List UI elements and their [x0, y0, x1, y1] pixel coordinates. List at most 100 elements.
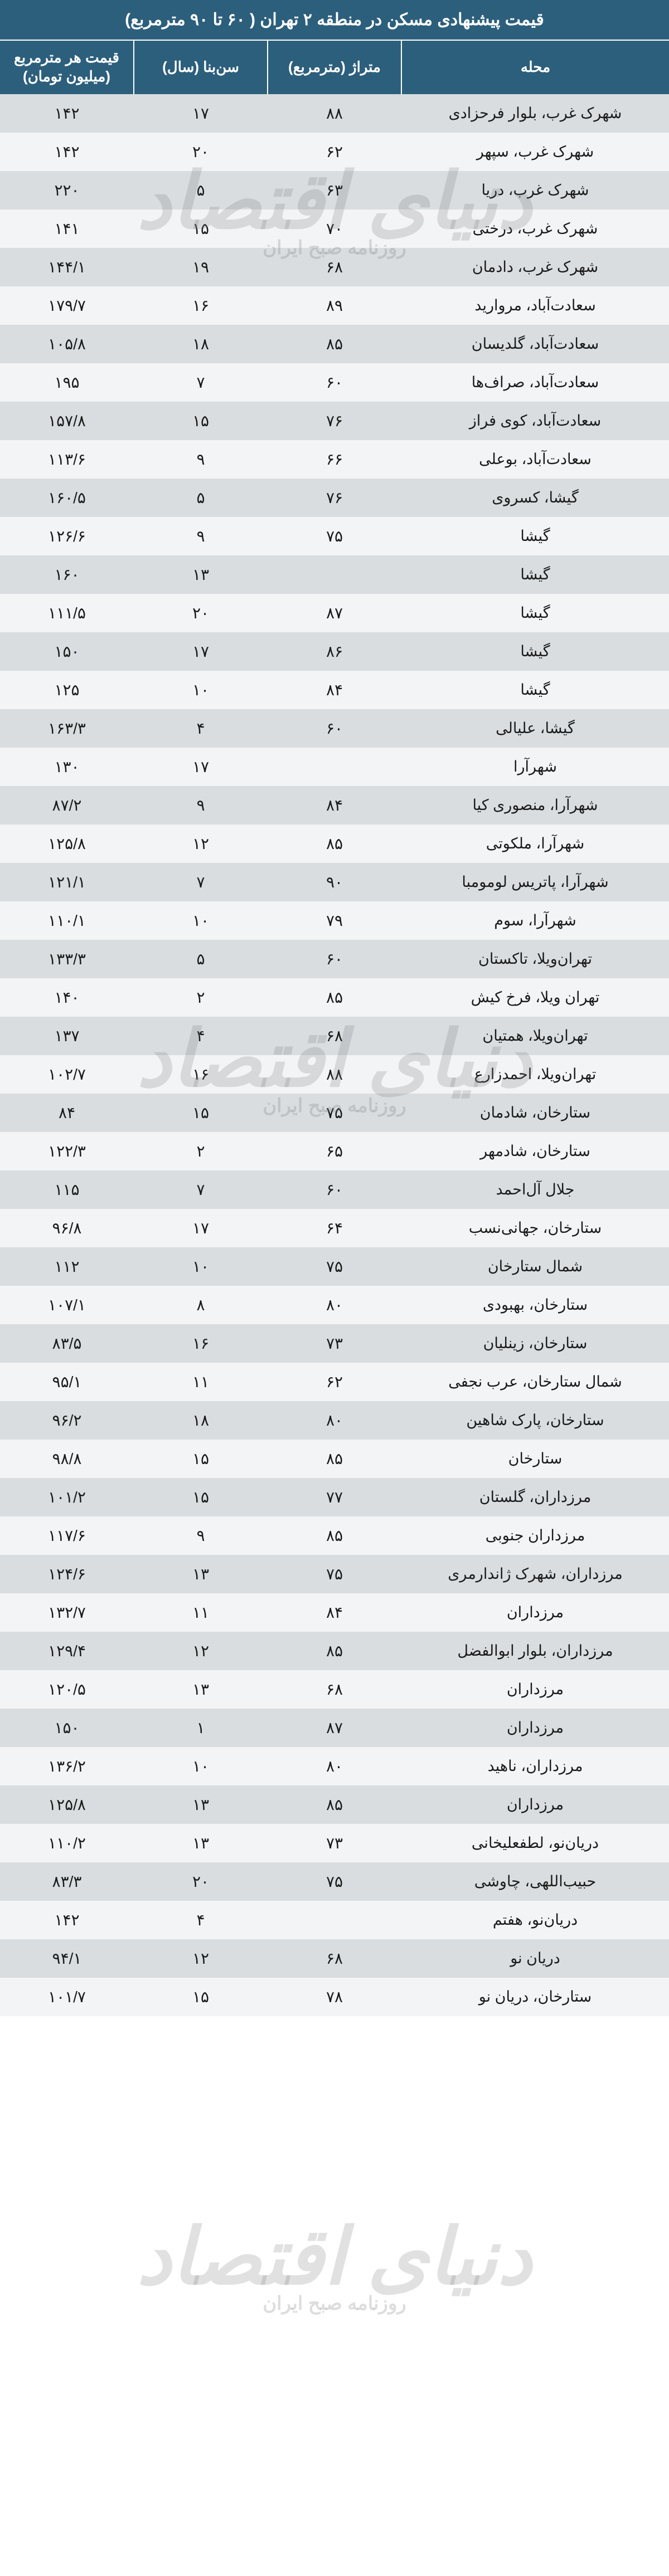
- cell-age: ۴: [134, 1017, 268, 1055]
- cell-neighborhood: مرزداران: [401, 1785, 669, 1824]
- cell-neighborhood: شهرک غرب، درختی: [401, 209, 669, 248]
- cell-price: ۱۲۰/۵: [0, 1670, 134, 1709]
- cell-area: ۹۰: [268, 863, 401, 901]
- cell-age: ۷: [134, 863, 268, 901]
- table-row: مرزداران۸۵۱۳۱۲۵/۸: [0, 1785, 669, 1824]
- table-header: محله متراژ (مترمربع) سن‌بنا (سال) قیمت ه…: [0, 40, 669, 94]
- cell-age: ۱۱: [134, 1593, 268, 1632]
- table-row: ستارخان، دریان نو۷۸۱۵۱۰۱/۷: [0, 1978, 669, 2016]
- cell-age: ۱۳: [134, 1670, 268, 1709]
- cell-area: [268, 1901, 401, 1939]
- table-row: شهرآرا، سوم۷۹۱۰۱۱۰/۱: [0, 901, 669, 940]
- cell-neighborhood: ستارخان، پارک شاهین: [401, 1401, 669, 1440]
- table-row: ستارخان۸۵۱۵۹۸/۸: [0, 1440, 669, 1478]
- cell-age: ۱۲: [134, 824, 268, 863]
- cell-price: ۱۴۲: [0, 133, 134, 171]
- cell-price: ۱۳۷: [0, 1017, 134, 1055]
- cell-area: [268, 555, 401, 594]
- cell-area: ۷۹: [268, 901, 401, 940]
- table-row: گیشا، علیالی۶۰۴۱۶۳/۳: [0, 709, 669, 748]
- table-row: سعادت‌آباد، صراف‌ها۶۰۷۱۹۵: [0, 363, 669, 402]
- price-table: محله متراژ (مترمربع) سن‌بنا (سال) قیمت ه…: [0, 40, 669, 2016]
- cell-price: ۱۶۰/۵: [0, 479, 134, 517]
- table-row: مرزداران، شهرک ژاندارمری۷۵۱۳۱۲۴/۶: [0, 1555, 669, 1593]
- cell-neighborhood: ستارخان، دریان نو: [401, 1978, 669, 2016]
- table-row: ستارخان، شادمان۷۵۱۵۸۴: [0, 1094, 669, 1132]
- table-row: شهرک غرب، دادمان۶۸۱۹۱۴۴/۱: [0, 248, 669, 286]
- cell-price: ۱۳۰: [0, 748, 134, 786]
- cell-price: ۱۱۰/۱: [0, 901, 134, 940]
- table-row: گیشا۸۴۱۰۱۲۵: [0, 671, 669, 709]
- cell-neighborhood: حبیب‌اللهی، چاوشی: [401, 1862, 669, 1901]
- cell-area: ۷۸: [268, 1978, 401, 2016]
- cell-neighborhood: شهرک غرب، سپهر: [401, 133, 669, 171]
- cell-age: ۱۶: [134, 1324, 268, 1363]
- cell-neighborhood: مرزداران جنوبی: [401, 1516, 669, 1555]
- table-row: دریان نو۶۸۱۲۹۴/۱: [0, 1939, 669, 1978]
- cell-neighborhood: گیشا: [401, 594, 669, 632]
- table-row: شهرک غرب، بلوار فرحزادی۸۸۱۷۱۴۲: [0, 94, 669, 133]
- cell-price: ۱۲۹/۴: [0, 1632, 134, 1670]
- cell-neighborhood: تهران‌ویلا، احمدزارع: [401, 1055, 669, 1094]
- cell-age: ۹: [134, 440, 268, 479]
- cell-neighborhood: مرزداران: [401, 1593, 669, 1632]
- cell-price: ۱۵۷/۸: [0, 402, 134, 440]
- cell-price: ۱۳۳/۳: [0, 940, 134, 978]
- cell-price: ۱۱۲: [0, 1247, 134, 1286]
- cell-age: ۱۷: [134, 748, 268, 786]
- cell-neighborhood: شهرآرا: [401, 748, 669, 786]
- cell-price: ۱۷۹/۷: [0, 286, 134, 325]
- cell-area: ۷۶: [268, 479, 401, 517]
- table-row: مرزداران۶۸۱۳۱۲۰/۵: [0, 1670, 669, 1709]
- cell-area: ۸۶: [268, 632, 401, 671]
- table-row: شهرآرا، منصوری کیا۸۴۹۸۷/۲: [0, 786, 669, 824]
- cell-area: ۶۸: [268, 1017, 401, 1055]
- cell-neighborhood: شهرک غرب، دریا: [401, 171, 669, 209]
- cell-price: ۱۱۵: [0, 1170, 134, 1209]
- cell-area: ۸۵: [268, 1785, 401, 1824]
- cell-price: ۱۴۴/۱: [0, 248, 134, 286]
- cell-area: ۷۳: [268, 1324, 401, 1363]
- cell-neighborhood: گیشا، علیالی: [401, 709, 669, 748]
- cell-age: ۲۰: [134, 594, 268, 632]
- cell-neighborhood: مرزداران، شهرک ژاندارمری: [401, 1555, 669, 1593]
- cell-age: ۷: [134, 1170, 268, 1209]
- cell-price: ۹۶/۸: [0, 1209, 134, 1247]
- cell-area: ۶۰: [268, 363, 401, 402]
- cell-age: ۱۰: [134, 671, 268, 709]
- cell-neighborhood: گیشا: [401, 671, 669, 709]
- cell-area: ۷۵: [268, 517, 401, 555]
- cell-age: ۱۰: [134, 1247, 268, 1286]
- cell-price: ۱۰۱/۷: [0, 1978, 134, 2016]
- cell-neighborhood: شهرک غرب، بلوار فرحزادی: [401, 94, 669, 133]
- cell-age: ۴: [134, 1901, 268, 1939]
- cell-price: ۱۴۱: [0, 209, 134, 248]
- cell-neighborhood: گیشا: [401, 632, 669, 671]
- cell-age: ۱۸: [134, 325, 268, 363]
- table-row: ستارخان، پارک شاهین۸۰۱۸۹۶/۲: [0, 1401, 669, 1440]
- cell-area: ۷۳: [268, 1824, 401, 1862]
- table-row: مرزداران۸۷۱۱۵۰: [0, 1709, 669, 1747]
- cell-neighborhood: تهران ویلا، فرخ کیش: [401, 978, 669, 1017]
- table-row: مرزداران، گلستان۷۷۱۵۱۰۱/۲: [0, 1478, 669, 1516]
- cell-price: ۱۲۶/۶: [0, 517, 134, 555]
- cell-area: ۶۲: [268, 1363, 401, 1401]
- cell-area: [268, 748, 401, 786]
- cell-price: ۹۵/۱: [0, 1363, 134, 1401]
- cell-area: ۷۷: [268, 1478, 401, 1516]
- table-row: شمال ستارخان۷۵۱۰۱۱۲: [0, 1247, 669, 1286]
- cell-age: ۵: [134, 940, 268, 978]
- cell-neighborhood: سعادت‌آباد، بوعلی: [401, 440, 669, 479]
- cell-neighborhood: دریان‌نو، هفتم: [401, 1901, 669, 1939]
- cell-neighborhood: مرزداران: [401, 1670, 669, 1709]
- cell-area: ۶۰: [268, 1170, 401, 1209]
- cell-age: ۱۷: [134, 1209, 268, 1247]
- cell-neighborhood: شهرآرا، سوم: [401, 901, 669, 940]
- cell-area: ۸۵: [268, 824, 401, 863]
- cell-neighborhood: گیشا: [401, 517, 669, 555]
- cell-area: ۸۴: [268, 786, 401, 824]
- cell-neighborhood: ستارخان، شادمهر: [401, 1132, 669, 1170]
- table-row: تهران‌ویلا، همتیان۶۸۴۱۳۷: [0, 1017, 669, 1055]
- table-row: مرزداران جنوبی۸۵۹۱۱۷/۶: [0, 1516, 669, 1555]
- cell-neighborhood: ستارخان، جهانی‌نسب: [401, 1209, 669, 1247]
